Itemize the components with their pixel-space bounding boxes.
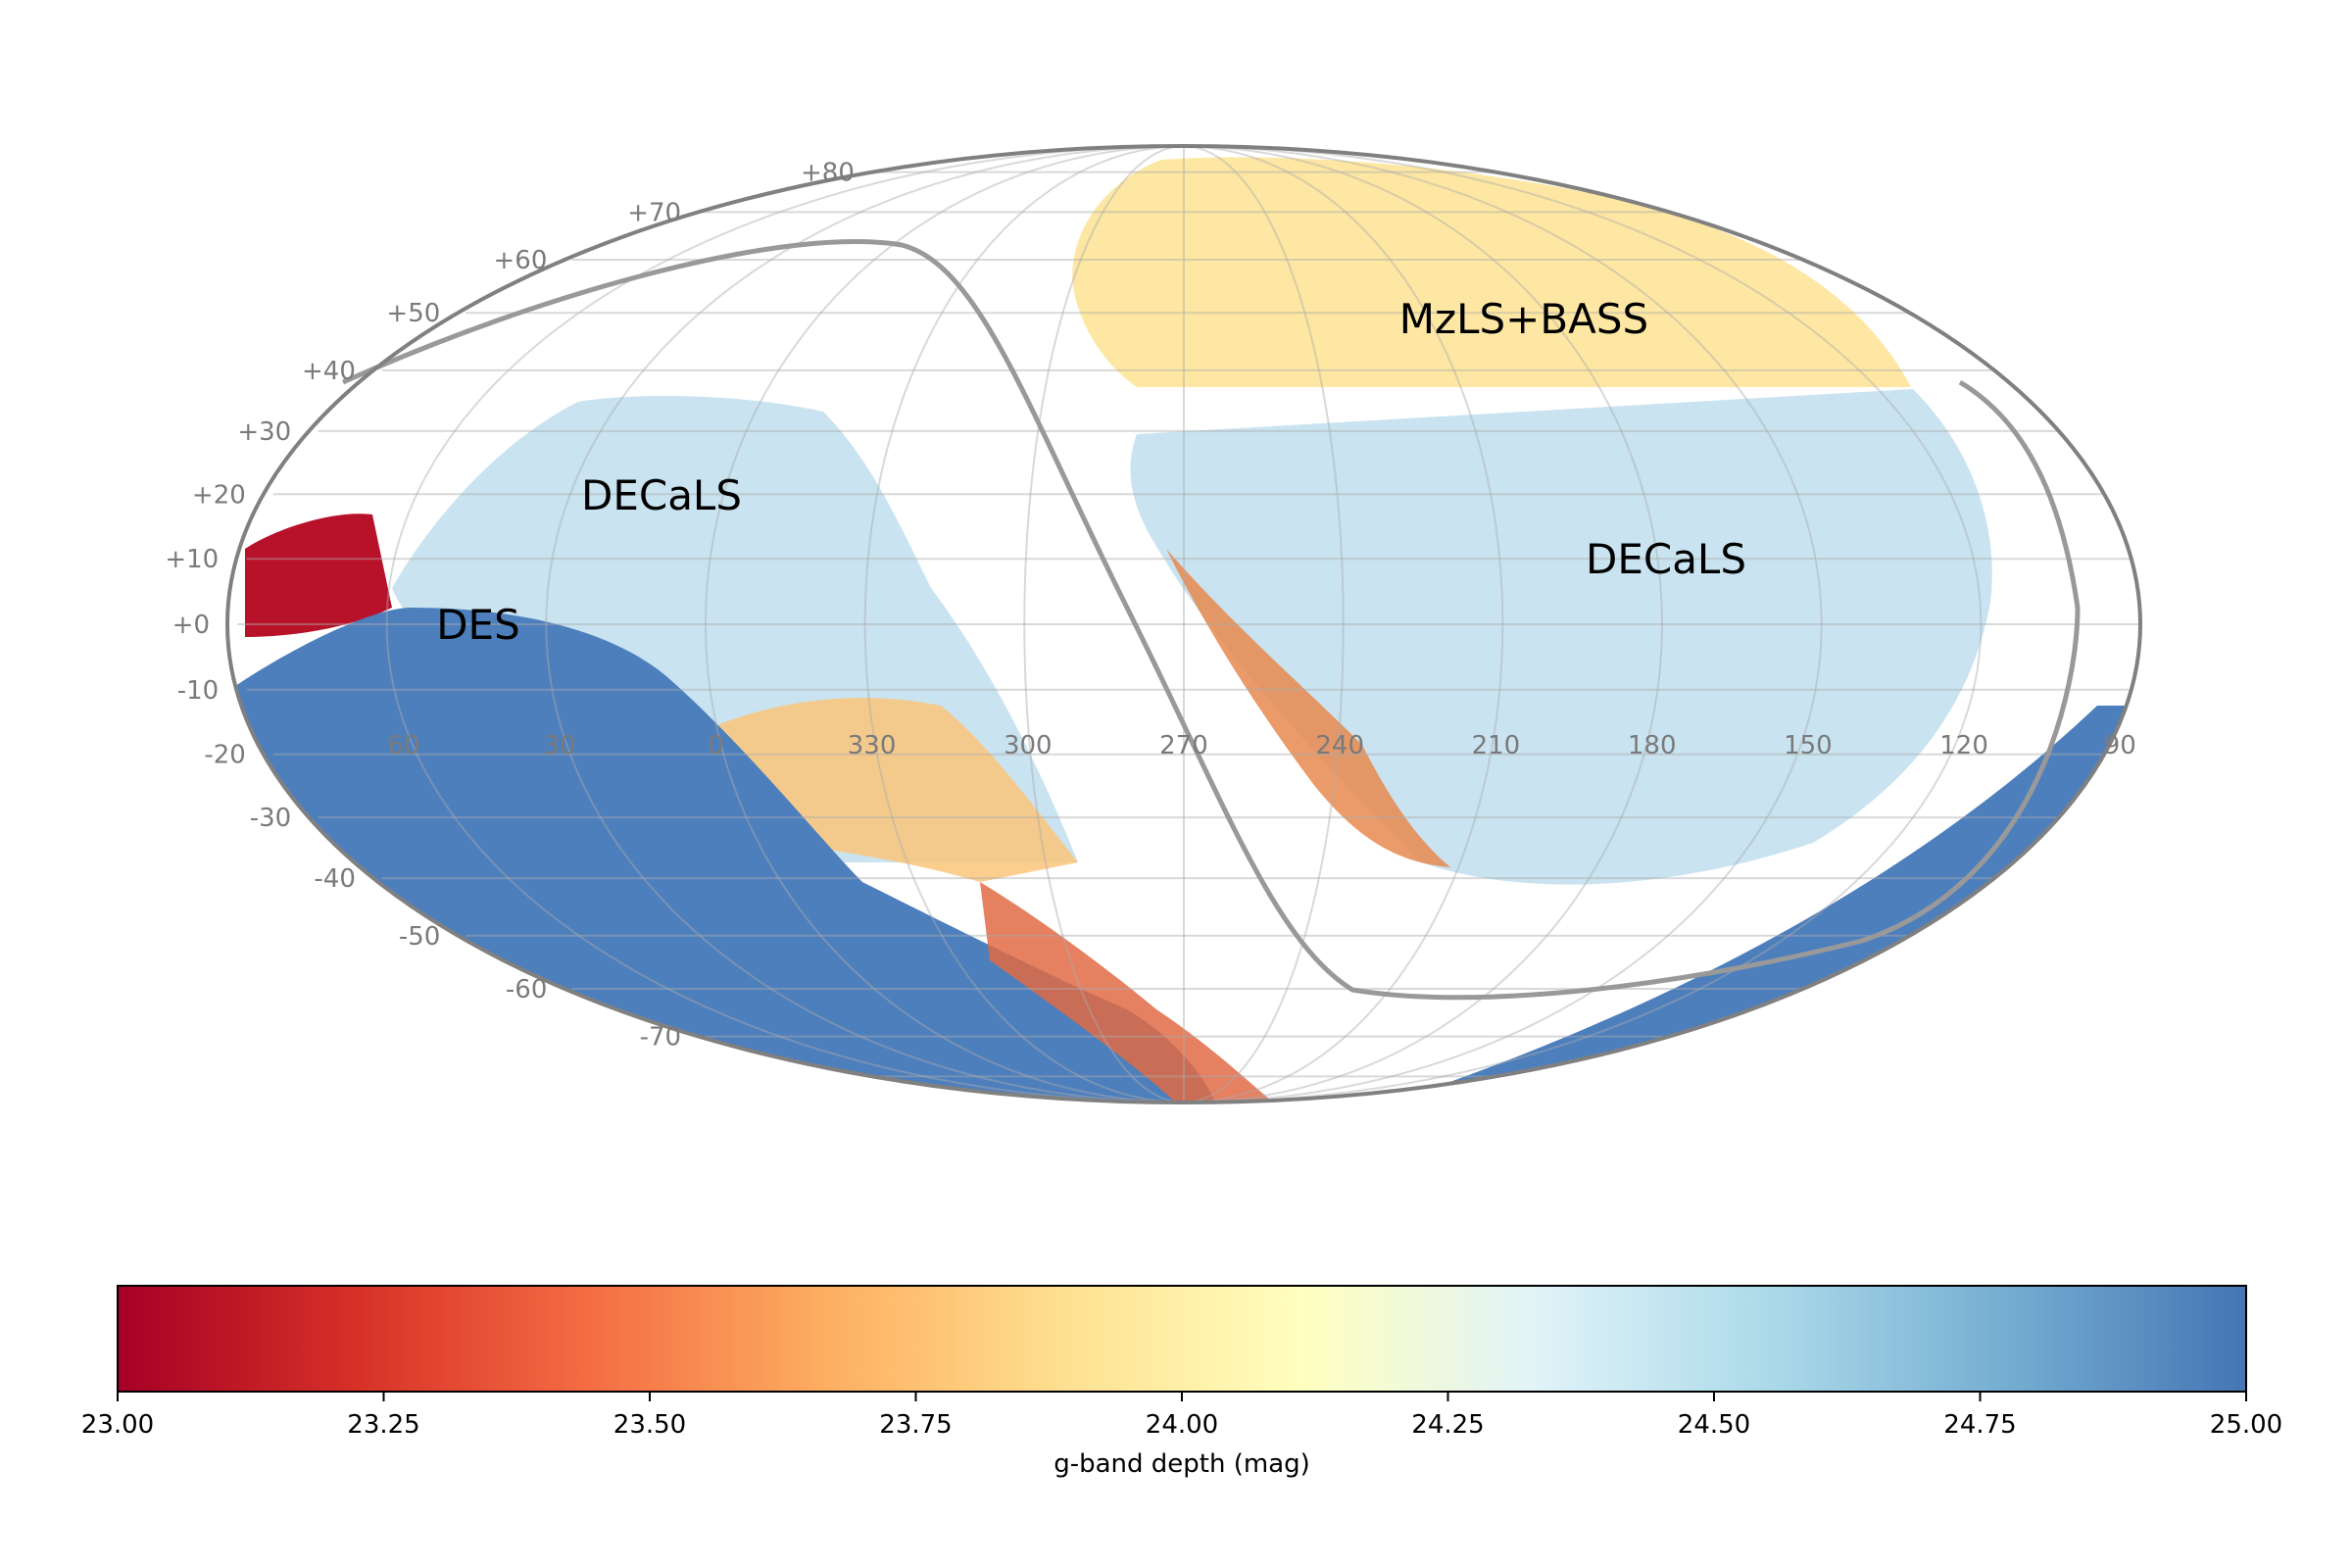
dec-tick-labels: +80 +70 +60 +50 +40 +30 +20 +10 +0 -10 -20 -30 -40 -5…	[165, 159, 855, 1053]
survey-label: DES	[436, 601, 520, 649]
colorbar-tick-label: 24.25	[1411, 1410, 1484, 1440]
region-mzls-bass	[1072, 157, 1911, 387]
dec-tick-label: +60	[494, 246, 548, 275]
graticule-meridian	[545, 146, 1155, 1103]
ra-tick-label: 60	[387, 731, 419, 760]
galactic-plane-line	[341, 239, 2081, 1001]
ra-tick-label: 240	[1315, 731, 1364, 760]
dec-tick-label: +10	[165, 545, 219, 574]
colorbar-tick-label: 24.50	[1678, 1410, 1750, 1440]
graticule-meridian	[1023, 146, 1177, 1103]
ra-tick-label: 90	[2104, 731, 2136, 760]
region-labels: MzLS+BASS DECaLS DECaLS DES	[436, 295, 1746, 649]
region-decals-north-edge	[1166, 549, 1450, 867]
ra-tick-label: 270	[1159, 731, 1208, 760]
ra-tick-label: 150	[1784, 731, 1833, 760]
ra-tick-labels: 60 30 0 330 300 270 240 210 180 150 120 90	[387, 731, 2135, 760]
map-outline	[225, 144, 2142, 1104]
dec-tick-label: -50	[399, 922, 440, 952]
graticule-meridian	[385, 146, 1149, 1103]
graticule-meridian	[1219, 146, 1983, 1103]
graticule-meridian	[1204, 146, 1663, 1103]
dec-tick-label: +30	[237, 417, 291, 447]
dec-tick-label: -70	[640, 1023, 681, 1053]
ra-tick-label: 300	[1004, 731, 1053, 760]
dec-tick-label: -20	[204, 741, 245, 770]
colorbar-tick-label: 24.75	[1943, 1410, 2016, 1440]
dec-tick-label: +0	[172, 611, 210, 640]
ra-tick-label: 0	[708, 731, 724, 760]
region-shallow-west	[245, 514, 392, 637]
graticule-meridian	[1198, 146, 1504, 1103]
map-area: +80 +70 +60 +50 +40 +30 +20 +10 +0 -10 -20 -30 -40 -5…	[165, 144, 2142, 1104]
dec-tick-label: -10	[177, 676, 219, 706]
dec-tick-label: +20	[192, 480, 246, 510]
survey-label: DECaLS	[581, 471, 742, 519]
ra-tick-label: 180	[1628, 731, 1677, 760]
graticule-meridian	[705, 146, 1163, 1103]
dec-tick-label: +80	[801, 159, 855, 188]
ra-tick-label: 330	[848, 731, 897, 760]
ra-tick-label: 210	[1472, 731, 1521, 760]
ra-tick-label: 120	[1939, 731, 1988, 760]
graticule-meridian	[863, 146, 1170, 1103]
colorbar: 23.00 23.25 23.50 23.75 24.00 24.25 24.50 24.75…	[81, 1285, 2282, 1479]
graticule-meridian	[1191, 146, 1345, 1103]
dec-tick-label: +70	[627, 198, 681, 227]
colorbar-tick-label: 23.50	[613, 1410, 686, 1440]
colorbar-tick-label: 23.75	[879, 1410, 952, 1440]
survey-label: DECaLS	[1586, 535, 1746, 583]
colorbar-tick-label: 25.00	[2210, 1410, 2282, 1440]
dec-tick-label: -30	[250, 804, 291, 833]
colorbar-bar	[117, 1285, 2247, 1393]
colorbar-ticks: 23.00 23.25 23.50 23.75 24.00 24.25 24.50 24.75…	[81, 1392, 2282, 1440]
graticule	[237, 146, 2140, 1103]
dec-tick-label: +50	[386, 299, 440, 328]
colorbar-tick-label: 23.25	[347, 1410, 419, 1440]
ra-tick-label: 30	[544, 731, 576, 760]
dec-tick-label: -60	[506, 975, 547, 1004]
dec-tick-label: -40	[314, 864, 355, 894]
survey-label: MzLS+BASS	[1399, 295, 1648, 343]
colorbar-tick-label: 23.00	[81, 1410, 154, 1440]
dec-tick-label: +40	[302, 357, 356, 386]
region-des-fringe	[980, 882, 1274, 1102]
colorbar-tick-label: 24.00	[1146, 1410, 1218, 1440]
colorbar-label: g-band depth (mag)	[1054, 1449, 1310, 1479]
